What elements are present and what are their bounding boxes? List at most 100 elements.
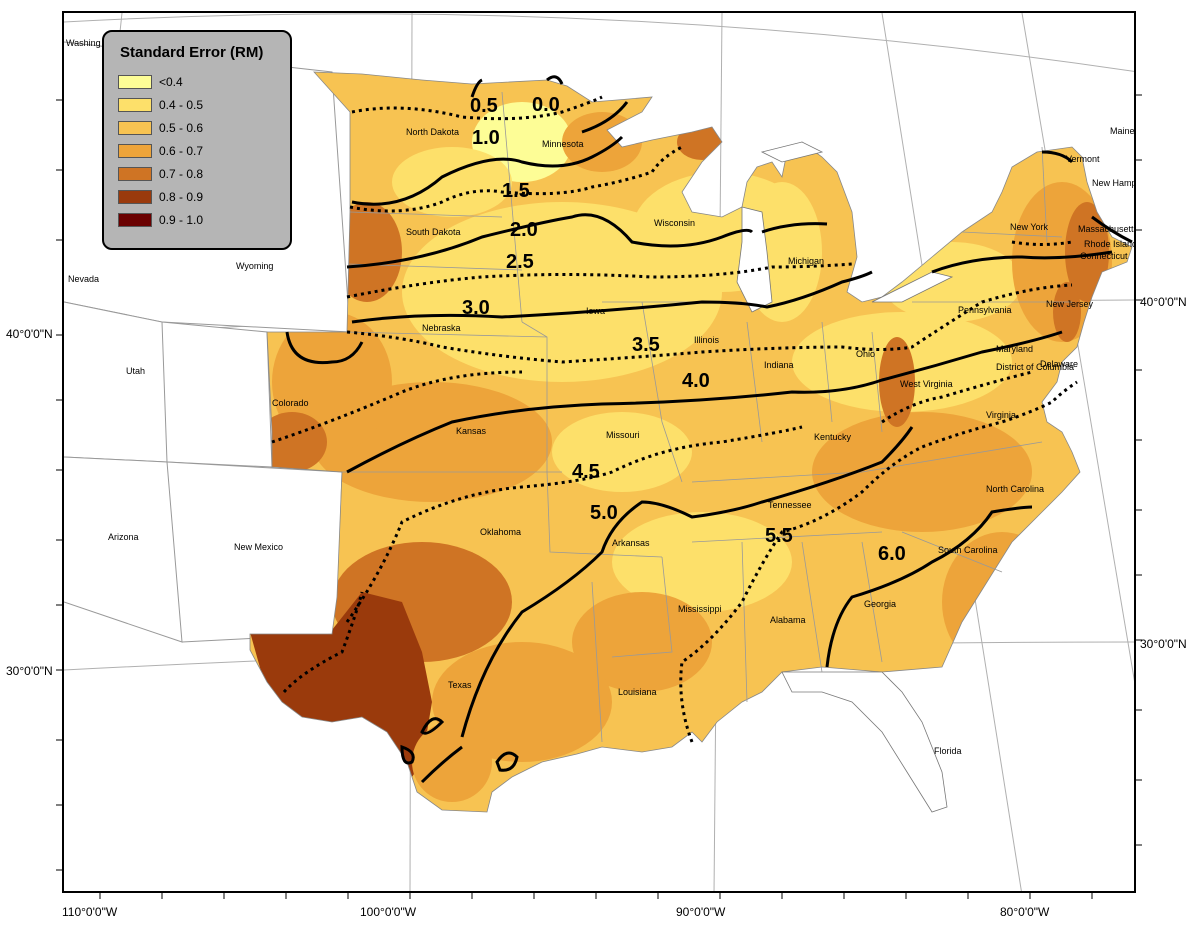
contour-label: 4.5 [572, 461, 600, 483]
legend-item-label: 0.4 - 0.5 [159, 98, 204, 112]
latitude-label-right: 30°0'0"N [1140, 637, 1187, 651]
state-label: Nebraska [422, 323, 461, 333]
contour-label: 6.0 [878, 543, 906, 565]
legend-item: 0.9 - 1.0 [118, 212, 203, 228]
contour-label: 1.0 [472, 127, 500, 149]
legend-swatch [118, 190, 152, 204]
legend-swatch [118, 98, 152, 112]
state-label: Rhode Island [1084, 239, 1136, 249]
latitude-label-left: 40°0'0"N [6, 327, 53, 341]
contour-label: 0.5 [470, 95, 498, 117]
legend-title: Standard Error (RM) [120, 44, 264, 61]
state-label: New Hampshire [1092, 178, 1136, 188]
state-label: Michigan [788, 256, 824, 266]
state-label: Kentucky [814, 432, 852, 442]
study-area [250, 72, 1132, 812]
study-area-outline [249, 71, 1133, 813]
legend-item: 0.6 - 0.7 [118, 143, 203, 159]
contour-label: 1.5 [502, 180, 530, 202]
state-label: Ohio [856, 349, 875, 359]
state-label: Indiana [764, 360, 794, 370]
legend: Standard Error (RM) <0.4 0.4 - 0.5 0.5 -… [102, 30, 292, 250]
state-label: Connecticut [1080, 251, 1128, 261]
legend-item: 0.5 - 0.6 [118, 120, 203, 136]
longitude-label: 90°0'0"W [676, 905, 726, 919]
state-label: Washing [66, 38, 101, 48]
map-canvas: 0.0 0.5 1.0 1.5 2.0 2.5 3.0 3.5 4.0 4.5 … [64, 13, 1136, 891]
state-label: New Mexico [234, 542, 283, 552]
longitude-label: 80°0'0"W [1000, 905, 1050, 919]
legend-item: 0.8 - 0.9 [118, 189, 203, 205]
contour-label: 4.0 [682, 370, 710, 392]
legend-item-label: 0.7 - 0.8 [159, 167, 204, 181]
longitude-label: 110°0'0"W [62, 905, 118, 919]
state-label: Texas [448, 680, 472, 690]
legend-item-label: 0.5 - 0.6 [159, 121, 204, 135]
state-label: Tennessee [768, 500, 812, 510]
state-label: Vermont [1066, 154, 1100, 164]
contour-label: 5.0 [590, 502, 618, 524]
state-label: South Carolina [938, 545, 998, 555]
state-label: Maine [1110, 126, 1135, 136]
state-label: Kansas [456, 426, 487, 436]
legend-item: <0.4 [118, 74, 183, 90]
state-label: Wisconsin [654, 218, 695, 228]
state-boundaries [342, 91, 1072, 743]
state-label: Massachusetts [1078, 224, 1136, 234]
legend-swatch [118, 213, 152, 227]
legend-item: 0.7 - 0.8 [118, 166, 203, 182]
state-label: Nevada [68, 274, 99, 284]
legend-item-label: 0.6 - 0.7 [159, 144, 204, 158]
state-label: Georgia [864, 599, 896, 609]
state-label: District of Columbia [996, 362, 1074, 372]
state-label: Iowa [586, 306, 605, 316]
legend-item-label: <0.4 [159, 75, 183, 89]
state-label: Arkansas [612, 538, 650, 548]
legend-item: 0.4 - 0.5 [118, 97, 203, 113]
state-labels: Washing Nevada Utah Arizona Wyoming Colo… [66, 38, 1136, 756]
state-label: Maryland [996, 344, 1033, 354]
state-label: West Virginia [900, 379, 953, 389]
contour-lines-solid [285, 75, 1133, 784]
state-label: Mississippi [678, 604, 722, 614]
state-label: New York [1010, 222, 1049, 232]
great-lakes [736, 141, 954, 313]
longitude-label: 100°0'0"W [360, 905, 417, 919]
florida-outline [781, 671, 948, 813]
state-label: Missouri [606, 430, 640, 440]
state-label: North Carolina [986, 484, 1044, 494]
state-label: Louisiana [618, 687, 657, 697]
state-label: Delaware [1040, 359, 1078, 369]
legend-swatch [118, 75, 152, 89]
state-label: North Dakota [406, 127, 459, 137]
state-label: Florida [934, 746, 962, 756]
state-label: Alabama [770, 615, 806, 625]
contour-label: 3.5 [632, 334, 660, 356]
contour-labels: 0.0 0.5 1.0 1.5 2.0 2.5 3.0 3.5 4.0 4.5 … [462, 94, 906, 565]
latitude-label-right: 40°0'0"N [1140, 295, 1187, 309]
legend-item-label: 0.8 - 0.9 [159, 190, 204, 204]
state-label: Virginia [986, 410, 1016, 420]
state-label: New Jersey [1046, 299, 1094, 309]
state-label: Wyoming [236, 261, 273, 271]
map-frame: 0.0 0.5 1.0 1.5 2.0 2.5 3.0 3.5 4.0 4.5 … [62, 11, 1136, 893]
contour-label: 2.0 [510, 219, 538, 241]
legend-swatch [118, 144, 152, 158]
legend-swatch [118, 121, 152, 135]
state-label: Utah [126, 366, 145, 376]
state-label: South Dakota [406, 227, 461, 237]
state-label: Minnesota [542, 139, 584, 149]
contour-label: 2.5 [506, 251, 534, 273]
state-label: Colorado [272, 398, 309, 408]
state-label: Illinois [694, 335, 720, 345]
contour-label: 5.5 [765, 525, 793, 547]
contour-lines-dashed [271, 95, 1078, 743]
legend-swatch [118, 167, 152, 181]
state-label: Oklahoma [480, 527, 521, 537]
latitude-label-left: 30°0'0"N [6, 664, 53, 678]
state-label: Arizona [108, 532, 139, 542]
state-label: Pennsylvania [958, 305, 1012, 315]
contour-label: 3.0 [462, 297, 490, 319]
legend-item-label: 0.9 - 1.0 [159, 213, 204, 227]
contour-label: 0.0 [532, 94, 560, 116]
